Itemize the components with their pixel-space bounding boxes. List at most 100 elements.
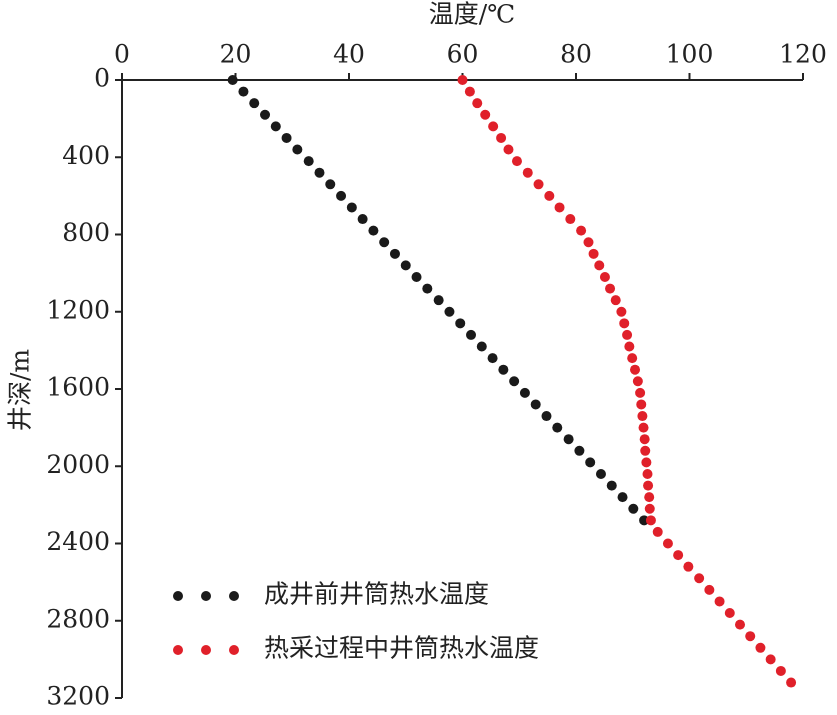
data-point (599, 271, 610, 282)
data-point (576, 225, 587, 236)
data-point (606, 480, 617, 491)
data-point (544, 190, 555, 201)
x-tick-label: 40 (333, 40, 365, 69)
data-point (554, 202, 565, 213)
data-point (519, 387, 530, 398)
y-tick-label: 400 (62, 141, 110, 170)
data-point (639, 434, 650, 445)
y-tick-label: 3200 (46, 682, 110, 711)
x-tick-label: 0 (114, 40, 130, 69)
data-point (644, 503, 655, 514)
data-point (496, 132, 507, 143)
x-axis-label: 温度/℃ (429, 0, 515, 29)
x-tick-label: 120 (779, 40, 827, 69)
legend-marker (201, 645, 211, 655)
data-point (238, 86, 249, 97)
data-point (325, 179, 336, 190)
data-point (786, 677, 797, 688)
data-point (594, 260, 605, 271)
data-point (487, 353, 498, 364)
data-point (457, 75, 468, 85)
data-point (637, 411, 648, 422)
data-point (662, 538, 673, 549)
data-point (379, 237, 390, 248)
data-point (511, 156, 522, 167)
data-point (714, 596, 725, 607)
data-point (724, 608, 735, 619)
x-tick-label: 100 (666, 40, 714, 69)
data-point (704, 584, 715, 595)
data-point (260, 109, 271, 120)
legend-marker (229, 645, 239, 655)
data-point (563, 434, 574, 445)
data-point (595, 468, 606, 479)
data-point (619, 318, 630, 329)
data-point (503, 144, 514, 155)
data-point (628, 503, 639, 514)
data-point (314, 167, 325, 178)
x-tick-label: 80 (560, 40, 592, 69)
legend-marker (173, 645, 183, 655)
data-point (616, 306, 627, 317)
data-point (480, 109, 491, 120)
data-point (346, 202, 357, 213)
data-point (433, 295, 444, 306)
data-point (400, 260, 411, 271)
data-point (638, 422, 649, 433)
data-point (640, 445, 651, 456)
data-point (735, 619, 746, 630)
data-point (642, 468, 653, 479)
data-point (617, 492, 628, 503)
legend-marker (201, 591, 211, 601)
data-point (303, 156, 314, 167)
data-point (585, 457, 596, 468)
data-point (610, 295, 621, 306)
data-point (422, 283, 433, 294)
y-tick-label: 1600 (46, 373, 110, 402)
data-point (588, 248, 599, 259)
data-point (643, 480, 654, 491)
data-point (522, 167, 533, 178)
data-point (583, 237, 594, 248)
data-point (466, 329, 477, 340)
data-point (476, 341, 487, 352)
data-point (444, 306, 455, 317)
data-point (368, 225, 379, 236)
data-point (389, 248, 400, 259)
data-point (411, 271, 422, 282)
data-point (509, 376, 520, 387)
data-point (574, 445, 585, 456)
data-point (632, 376, 643, 387)
data-point (624, 341, 635, 352)
data-point (533, 179, 544, 190)
data-point (227, 75, 238, 85)
legend-marker (173, 591, 183, 601)
data-point (292, 144, 303, 155)
data-point (565, 214, 576, 225)
data-point (336, 190, 347, 201)
legend-label: 热采过程中井筒热水温度 (264, 634, 539, 663)
data-point (357, 214, 368, 225)
data-point (694, 573, 705, 584)
y-tick-label: 2800 (46, 604, 110, 633)
data-point (281, 132, 292, 143)
data-point (683, 561, 694, 572)
data-point (622, 329, 633, 340)
data-point (627, 353, 638, 364)
data-point (530, 399, 541, 410)
data-point (270, 121, 281, 132)
y-axis-label: 井深/m (6, 349, 35, 431)
legend-label: 成井前井筒热水温度 (264, 580, 489, 609)
y-tick-label: 2400 (46, 527, 110, 556)
data-point (644, 492, 655, 503)
x-tick-label: 20 (220, 40, 252, 69)
data-point (472, 98, 483, 109)
data-point (636, 399, 647, 410)
data-point (541, 411, 552, 422)
legend-marker (229, 591, 239, 601)
y-tick-label: 0 (94, 64, 110, 93)
data-point (488, 121, 499, 132)
data-point (635, 387, 646, 398)
